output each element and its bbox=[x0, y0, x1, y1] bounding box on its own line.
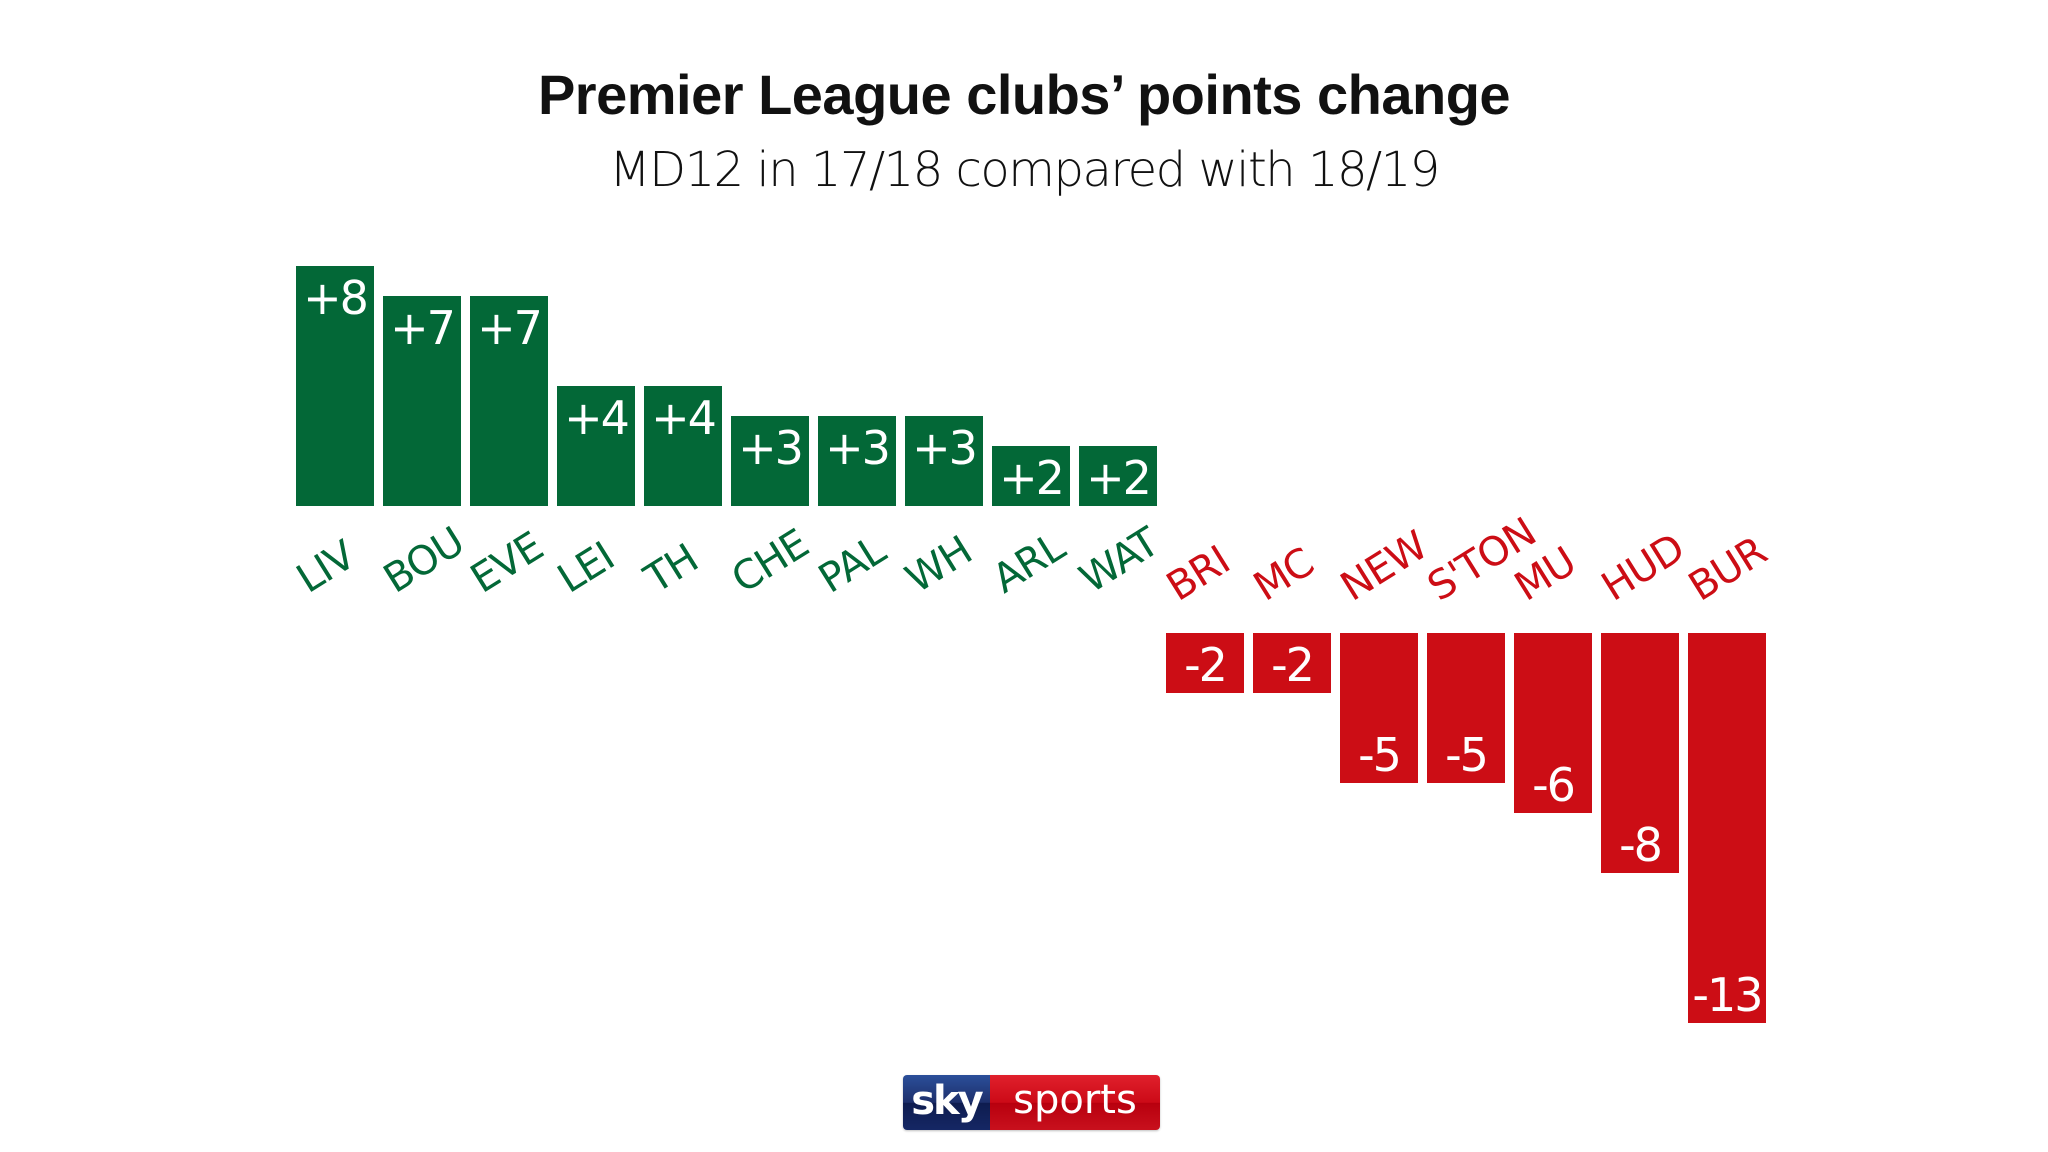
category-label: BUR bbox=[1681, 528, 1775, 610]
bar-eve bbox=[470, 296, 548, 506]
bar-new bbox=[1340, 633, 1418, 783]
category-label: MC bbox=[1246, 539, 1322, 610]
category-label: BRI bbox=[1159, 538, 1238, 611]
chart-subtitle: MD12 in 17/18 compared with 18/19 bbox=[609, 142, 1440, 198]
bar-bur bbox=[1688, 633, 1766, 1023]
value-label: -8 bbox=[1619, 818, 1661, 872]
category-label: ARL bbox=[985, 523, 1074, 602]
value-label: +2 bbox=[1086, 451, 1150, 505]
bar-bou bbox=[383, 296, 461, 506]
logo-sports-part: sports bbox=[990, 1075, 1160, 1130]
category-label: EVE bbox=[463, 524, 551, 603]
bar-pal bbox=[818, 416, 896, 506]
bar-che bbox=[731, 416, 809, 506]
value-label: -5 bbox=[1445, 728, 1487, 782]
category-label: NEW bbox=[1333, 523, 1436, 611]
value-label: -5 bbox=[1358, 728, 1400, 782]
chart-title: Premier League clubs’ points change bbox=[537, 63, 1511, 126]
value-label: +4 bbox=[651, 391, 715, 445]
value-label: +3 bbox=[825, 421, 889, 475]
bar-ston bbox=[1427, 633, 1505, 783]
value-label: -2 bbox=[1184, 638, 1226, 692]
bar-wat bbox=[1079, 446, 1157, 506]
value-label: +4 bbox=[564, 391, 628, 445]
sky-sports-logo: sky sports bbox=[903, 1075, 1160, 1130]
category-label: WAT bbox=[1072, 519, 1168, 603]
category-label: TH bbox=[636, 536, 706, 603]
logo-sky-part: sky bbox=[903, 1075, 990, 1130]
bar-hud bbox=[1601, 633, 1679, 873]
bar-mc bbox=[1253, 633, 1331, 693]
bar-th bbox=[644, 386, 722, 506]
category-label: PAL bbox=[811, 526, 895, 602]
value-label: -2 bbox=[1271, 638, 1313, 692]
value-label: -13 bbox=[1692, 968, 1761, 1022]
value-label: +2 bbox=[999, 451, 1063, 505]
value-label: +8 bbox=[303, 271, 367, 325]
bar-mu bbox=[1514, 633, 1592, 813]
bar-arl bbox=[992, 446, 1070, 506]
category-label: LEI bbox=[550, 534, 622, 603]
value-label: +7 bbox=[477, 301, 541, 355]
category-label: HUD bbox=[1594, 525, 1692, 610]
bar-bri bbox=[1166, 633, 1244, 693]
value-label: +7 bbox=[390, 301, 454, 355]
category-label: LIV bbox=[289, 532, 364, 603]
bar-lei bbox=[557, 386, 635, 506]
category-label: CHE bbox=[724, 521, 816, 603]
category-label: WH bbox=[898, 528, 980, 603]
value-label: -6 bbox=[1532, 758, 1574, 812]
bar-wh bbox=[905, 416, 983, 506]
category-label: BOU bbox=[376, 519, 472, 603]
value-label: +3 bbox=[912, 421, 976, 475]
bar-liv bbox=[296, 266, 374, 506]
value-label: +3 bbox=[738, 421, 802, 475]
